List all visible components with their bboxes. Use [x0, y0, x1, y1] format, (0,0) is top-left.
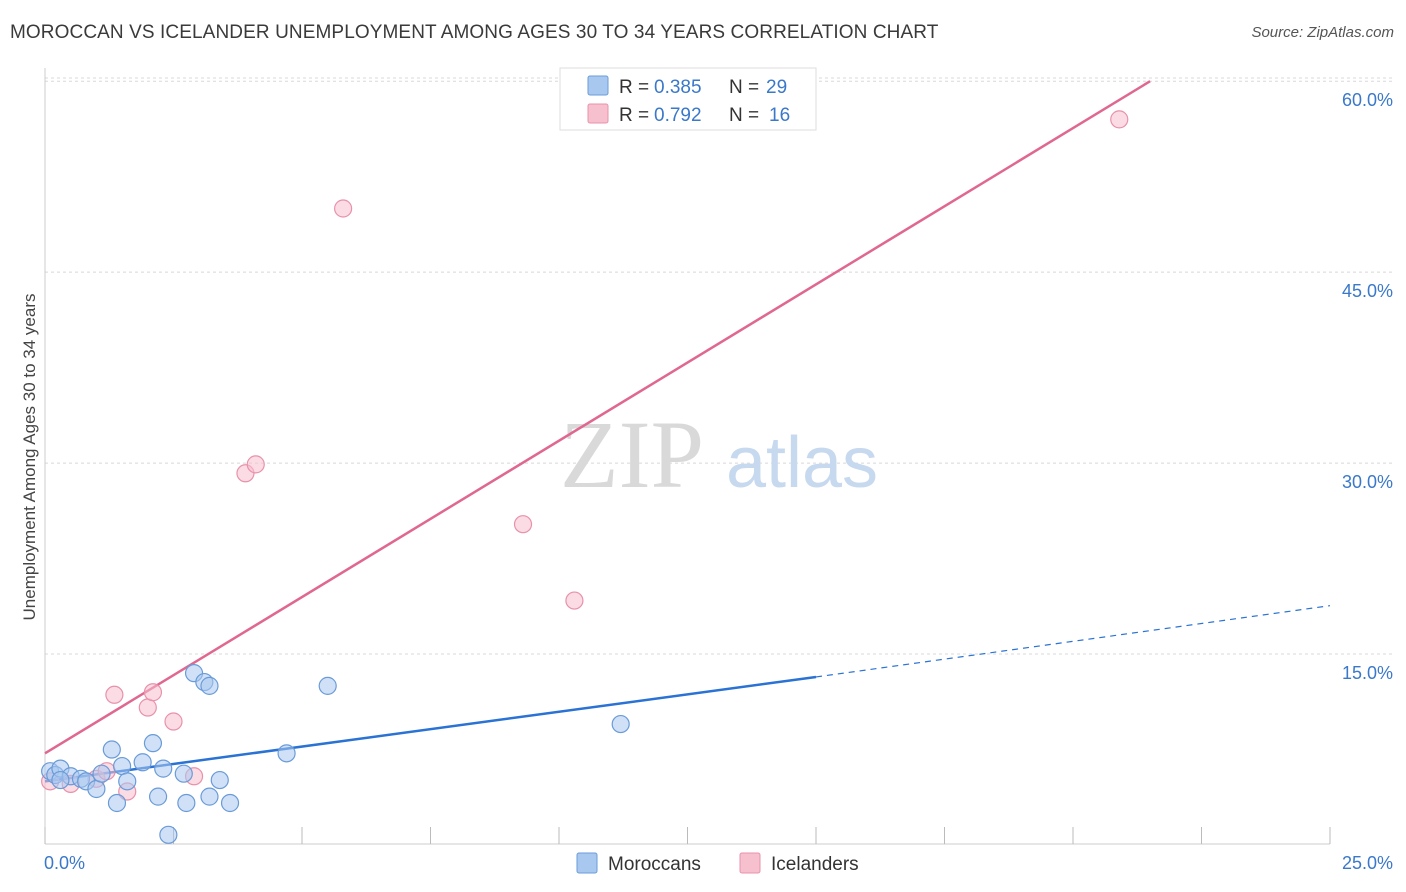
moroccans-point	[107, 793, 127, 813]
chart-title: MOROCCAN VS ICELANDER UNEMPLOYMENT AMONG…	[10, 22, 939, 43]
tick-labels: 15.0% 30.0% 45.0% 60.0% 0.0% 25.0%	[44, 90, 1393, 873]
grid-lines	[45, 77, 1395, 655]
y-tick-label: 30.0%	[1342, 472, 1393, 492]
icelanders-point	[105, 685, 124, 704]
moroccans-point	[143, 734, 163, 753]
moroccans-point	[159, 825, 178, 844]
moroccans-point	[87, 779, 106, 799]
moroccans-point	[200, 676, 219, 695]
trend-lines	[44, 80, 1331, 783]
icelanders-point	[565, 591, 584, 610]
source-label: Source: ZipAtlas.com	[1251, 24, 1394, 41]
legend-swatch-icelanders	[739, 852, 761, 874]
legend-r-value: 0.385	[654, 77, 702, 98]
watermark-zip: ZIP	[560, 401, 704, 508]
moroccans-point	[118, 772, 137, 791]
moroccans-trend-extension	[815, 605, 1331, 678]
legend-swatch-moroccans	[576, 852, 598, 874]
legend-n-label: N =	[729, 77, 759, 98]
watermark-atlas: atlas	[726, 423, 878, 503]
icelanders-trend-line	[44, 80, 1151, 755]
y-tick-label: 45.0%	[1342, 281, 1393, 301]
y-tick-label: 15.0%	[1342, 663, 1393, 683]
x-tick-label: 25.0%	[1342, 853, 1393, 873]
watermark: ZIP atlas	[560, 401, 878, 508]
moroccans-point	[277, 744, 296, 763]
icelanders-point	[138, 698, 157, 717]
x-tick-label: 0.0%	[44, 853, 85, 873]
icelanders-point	[513, 515, 533, 534]
moroccans-point	[92, 764, 111, 783]
moroccans-point	[51, 770, 70, 790]
legend-r-label: R =	[619, 105, 649, 126]
legend-label-moroccans: Moroccans	[608, 854, 701, 875]
y-tick-label: 60.0%	[1342, 90, 1393, 110]
icelanders-point	[164, 712, 183, 731]
moroccans-point	[177, 793, 196, 813]
legend-n-value: 16	[769, 105, 790, 126]
series-legend: Moroccans Icelanders	[576, 852, 859, 875]
moroccans-point	[112, 756, 132, 776]
data-points	[41, 110, 1129, 844]
legend-r-value: 0.792	[654, 105, 702, 126]
moroccans-point	[174, 764, 193, 783]
legend-label-icelanders: Icelanders	[771, 854, 859, 875]
icelanders-point	[1110, 110, 1129, 129]
moroccans-trend-line	[44, 675, 817, 783]
moroccans-point	[318, 676, 337, 695]
icelanders-point	[334, 199, 353, 218]
moroccans-point	[133, 753, 152, 772]
moroccans-point	[102, 740, 121, 759]
moroccans-point	[200, 787, 219, 806]
moroccans-point	[148, 787, 168, 806]
correlation-legend: R = 0.385 N = 29 R = 0.792 N = 16	[559, 67, 817, 131]
legend-n-value: 29	[766, 77, 787, 98]
icelanders-point	[246, 455, 265, 474]
legend-swatch-icelanders	[587, 103, 609, 124]
moroccans-point	[154, 759, 173, 778]
moroccans-point	[611, 714, 630, 734]
legend-r-label: R =	[619, 77, 649, 98]
icelanders-point	[143, 683, 163, 702]
legend-swatch-moroccans	[587, 75, 609, 96]
axes	[44, 68, 1331, 845]
legend-n-label: N =	[729, 105, 759, 126]
moroccans-point	[210, 770, 229, 790]
moroccans-point	[220, 793, 240, 813]
